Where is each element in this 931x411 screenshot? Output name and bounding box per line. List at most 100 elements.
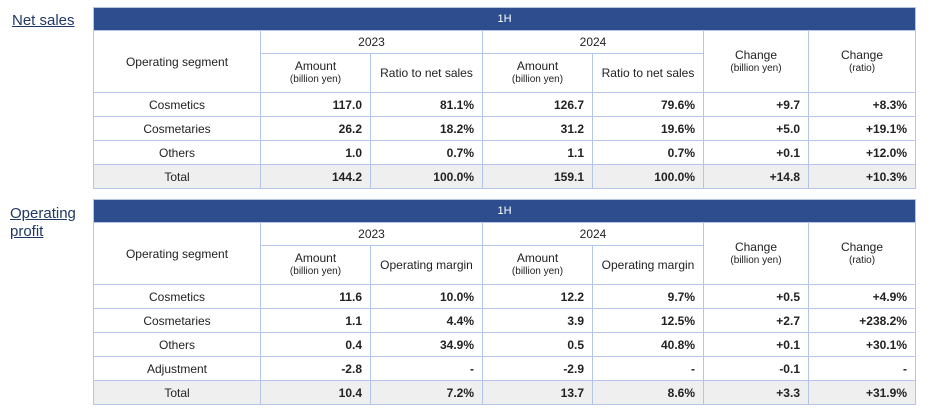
segment-cell: Others	[93, 140, 261, 165]
period-header: 1H	[93, 199, 916, 223]
value-cell: 9.7%	[592, 284, 704, 309]
value-cell: 40.8%	[592, 332, 704, 357]
year-row: Operating segment 2023 2024 Change (billion …	[93, 30, 916, 93]
value-cell: +9.7	[703, 92, 809, 117]
header-text: Change	[734, 47, 778, 62]
data-row: Cosmetics 11.6 10.0% 12.2 9.7% +0.5 +4.9%	[93, 284, 916, 309]
data-row: Cosmetaries 1.1 4.4% 3.9 12.5% +2.7 +238.2%	[93, 308, 916, 333]
value-cell: 31.2	[482, 116, 593, 141]
value-cell: +19.1%	[808, 116, 916, 141]
header-unit: (billion yen)	[511, 74, 564, 85]
value-cell: +8.3%	[808, 92, 916, 117]
change-header: Change (ratio)	[808, 30, 916, 93]
value-cell: 1.0	[260, 140, 371, 165]
subheader: Amount (billion yen)	[482, 245, 593, 285]
value-cell: 81.1%	[370, 92, 483, 117]
header-text: Ratio to net sales	[380, 66, 473, 80]
value-cell: +10.3%	[808, 164, 916, 189]
header-text: Amount	[516, 251, 559, 265]
segment-cell: Cosmetics	[93, 92, 261, 117]
value-cell: 100.0%	[370, 164, 483, 189]
year-header: 2024	[482, 222, 704, 246]
header-unit: (billion yen)	[730, 254, 782, 266]
header-text: Ratio to net sales	[601, 66, 695, 80]
value-cell: 26.2	[260, 116, 371, 141]
year-header: 2023	[260, 222, 483, 246]
value-cell: -2.8	[260, 356, 371, 381]
header-text: Amount	[294, 251, 337, 265]
value-cell: +2.7	[703, 308, 809, 333]
value-cell: +31.9%	[808, 380, 916, 405]
data-row: Cosmetics 117.0 81.1% 126.7 79.6% +9.7 +8.3%	[93, 92, 916, 117]
subheader: Amount (billion yen)	[260, 53, 371, 93]
change-header: Change (billion yen)	[703, 222, 809, 285]
value-cell: 34.9%	[370, 332, 483, 357]
header-text: Operating margin	[601, 258, 695, 272]
value-cell: 126.7	[482, 92, 593, 117]
header-unit: (ratio)	[848, 254, 876, 266]
value-cell: +12.0%	[808, 140, 916, 165]
period-header: 1H	[93, 7, 916, 31]
value-cell: 159.1	[482, 164, 593, 189]
value-cell: 0.5	[482, 332, 593, 357]
subheader: Amount (billion yen)	[260, 245, 371, 285]
header-unit: (billion yen)	[289, 74, 342, 85]
value-cell: +0.1	[703, 332, 809, 357]
header-text: Operating margin	[380, 258, 473, 272]
value-cell: 3.9	[482, 308, 593, 333]
data-row: Total 10.4 7.2% 13.7 8.6% +3.3 +31.9%	[93, 380, 916, 405]
value-cell: 10.0%	[370, 284, 483, 309]
subheader: Operating margin	[370, 245, 483, 285]
value-cell: 19.6%	[592, 116, 704, 141]
value-cell: 4.4%	[370, 308, 483, 333]
header-unit: (billion yen)	[511, 266, 564, 277]
value-cell: -	[592, 356, 704, 381]
segment-cell: Others	[93, 332, 261, 357]
value-cell: 117.0	[260, 92, 371, 117]
data-row: Total 144.2 100.0% 159.1 100.0% +14.8 +10.3%	[93, 164, 916, 189]
header-text: Change	[840, 47, 884, 62]
period-row: 1H	[93, 7, 916, 31]
subheader: Operating margin	[592, 245, 704, 285]
subheader: Ratio to net sales	[370, 53, 483, 93]
period-row: 1H	[93, 199, 916, 223]
value-cell: 13.7	[482, 380, 593, 405]
subheader-row: Amount (billion yen) Ratio to net sales Amo…	[94, 53, 916, 93]
segment-cell: Total	[93, 164, 261, 189]
segment-cell: Adjustment	[93, 356, 261, 381]
value-cell: 0.7%	[370, 140, 483, 165]
value-cell: 12.5%	[592, 308, 704, 333]
header-text: Change	[734, 239, 778, 254]
section-label: Net sales	[12, 12, 75, 29]
segment-cell: Total	[93, 380, 261, 405]
value-cell: 1.1	[482, 140, 593, 165]
value-cell: +0.1	[703, 140, 809, 165]
value-cell: +4.9%	[808, 284, 916, 309]
value-cell: -0.1	[703, 356, 809, 381]
value-cell: +30.1%	[808, 332, 916, 357]
value-cell: 10.4	[260, 380, 371, 405]
data-table: 1H Operating segment 2023 2024 Change (billio…	[93, 199, 916, 405]
value-cell: 11.6	[260, 284, 371, 309]
header-text: Change	[840, 239, 884, 254]
value-cell: 1.1	[260, 308, 371, 333]
value-cell: +238.2%	[808, 308, 916, 333]
segment-header: Operating segment	[93, 222, 261, 285]
year-header: 2023	[260, 30, 483, 54]
segment-cell: Cosmetics	[93, 284, 261, 309]
year-header: 2024	[482, 30, 704, 54]
value-cell: +14.8	[703, 164, 809, 189]
data-row: Others 0.4 34.9% 0.5 40.8% +0.1 +30.1%	[93, 332, 916, 357]
value-cell: 18.2%	[370, 116, 483, 141]
data-table: 1H Operating segment 2023 2024 Change (billio…	[93, 7, 916, 189]
year-row: Operating segment 2023 2024 Change (billion …	[93, 222, 916, 285]
value-cell: 7.2%	[370, 380, 483, 405]
value-cell: 0.7%	[592, 140, 704, 165]
subheader: Amount (billion yen)	[482, 53, 593, 93]
value-cell: +5.0	[703, 116, 809, 141]
change-header: Change (ratio)	[808, 222, 916, 285]
value-cell: 79.6%	[592, 92, 704, 117]
change-header: Change (billion yen)	[703, 30, 809, 93]
header-unit: (billion yen)	[730, 62, 782, 74]
